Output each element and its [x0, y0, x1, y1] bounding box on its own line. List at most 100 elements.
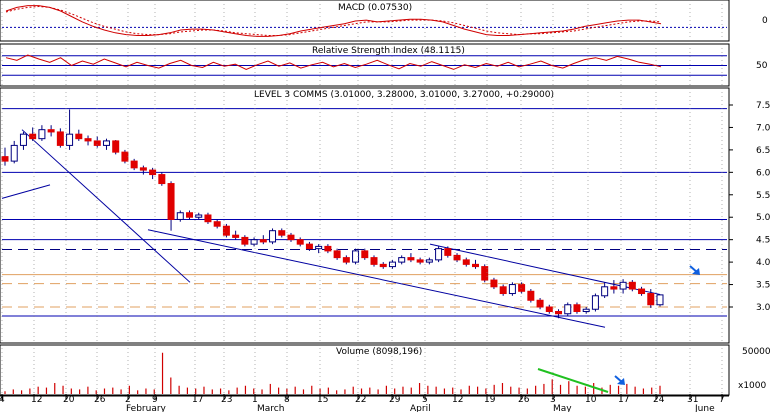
candle-body-5 [47, 129, 55, 133]
candle-18 [167, 181, 175, 231]
candle-7 [66, 109, 74, 150]
candle-body-60 [555, 310, 563, 315]
candle-44 [407, 253, 415, 263]
price-y-tick-7: 4.0 [756, 258, 770, 268]
candle-40 [370, 255, 378, 267]
candle-body-2 [19, 133, 27, 146]
candle-41 [379, 262, 387, 269]
candle-body-65 [601, 286, 609, 297]
candle-body-66 [610, 286, 618, 290]
price-y-tick-3: 6.0 [756, 168, 770, 178]
candle-body-18 [167, 183, 175, 220]
macd-zero-tick: 0 [762, 16, 768, 26]
candle-body-55 [508, 284, 516, 295]
candle-13 [121, 149, 129, 164]
candle-body-11 [102, 140, 110, 146]
candle-26 [241, 235, 249, 247]
candle-body-62 [573, 304, 581, 312]
candle-22 [204, 212, 212, 224]
candle-2 [19, 131, 27, 150]
price-panel: LEVEL 3 COMMS (3.01000, 3.28000, 3.01000… [0, 87, 730, 344]
volume-unit-tick: x1000 [738, 381, 767, 391]
candle-body-1 [10, 144, 18, 162]
candle-body-4 [38, 129, 46, 140]
candle-body-63 [582, 308, 590, 312]
x-tick-label-22: 7 [719, 395, 725, 405]
candle-body-58 [536, 299, 544, 308]
x-tick-label-20: 24 [653, 395, 665, 405]
candle-body-28 [259, 239, 267, 243]
candle-21 [195, 212, 203, 220]
candle-56 [518, 282, 526, 294]
candle-43 [398, 255, 406, 265]
x-tick-label-15: 19 [484, 395, 496, 405]
candle-body-38 [352, 250, 360, 263]
candle-48 [444, 246, 452, 258]
candle-body-24 [222, 225, 230, 236]
month-label-4: June [694, 404, 715, 412]
x-tick-label-2: 20 [63, 395, 75, 405]
candle-body-27 [250, 239, 258, 245]
candle-63 [582, 307, 590, 314]
candle-body-7 [66, 133, 74, 146]
x-tick-label-0: 4 [0, 395, 5, 405]
candle-body-12 [112, 140, 120, 153]
candle-body-42 [388, 261, 396, 268]
candle-28 [259, 235, 267, 245]
candle-body-22 [204, 214, 212, 223]
trend-line-1 [21, 129, 191, 283]
down-arrow-volume [614, 375, 625, 385]
price-y-tick-8: 3.5 [756, 281, 770, 291]
x-tick-label-16: 26 [518, 395, 530, 405]
candle-19 [176, 210, 184, 222]
candle-body-46 [425, 259, 433, 263]
candle-70 [647, 289, 655, 308]
candle-59 [545, 304, 553, 314]
candle-71 [656, 294, 664, 307]
candle-body-53 [490, 279, 498, 288]
candle-body-57 [527, 290, 535, 301]
candle-42 [388, 259, 396, 269]
candle-body-30 [278, 230, 286, 236]
candle-body-43 [398, 257, 406, 263]
candle-body-3 [29, 133, 37, 140]
candle-body-33 [305, 243, 313, 250]
candle-body-36 [333, 250, 341, 259]
candle-body-19 [176, 212, 184, 220]
candle-body-21 [195, 214, 203, 218]
candle-11 [102, 138, 110, 150]
candle-body-14 [130, 160, 138, 169]
candle-body-56 [518, 284, 526, 292]
candle-body-34 [315, 245, 323, 250]
candle-body-59 [545, 306, 553, 312]
candle-body-49 [453, 254, 461, 261]
candle-body-44 [407, 257, 415, 261]
rsi-title: Relative Strength Index (48.1115) [312, 46, 465, 56]
candle-57 [527, 289, 535, 303]
x-tick-label-9: 8 [284, 395, 290, 405]
candle-15 [139, 165, 147, 175]
candle-46 [425, 257, 433, 265]
candle-body-8 [75, 133, 83, 140]
x-tick-label-14: 12 [452, 395, 463, 405]
candle-body-61 [564, 304, 572, 315]
candle-23 [213, 219, 221, 229]
x-tick-label-7: 23 [221, 395, 232, 405]
price-y-tick-0: 7.5 [756, 101, 770, 111]
candle-body-25 [232, 234, 240, 238]
candle-body-64 [591, 295, 599, 310]
candle-body-40 [370, 257, 378, 265]
candle-body-47 [435, 248, 443, 261]
candle-body-45 [416, 259, 424, 263]
candle-31 [287, 232, 295, 242]
candle-body-23 [213, 221, 221, 227]
candle-body-6 [56, 131, 64, 146]
candle-body-48 [444, 248, 452, 256]
candle-body-37 [342, 257, 350, 263]
price-title: LEVEL 3 COMMS (3.01000, 3.28000, 3.01000… [254, 90, 554, 100]
x-tick-label-18: 10 [585, 395, 597, 405]
candle-body-54 [499, 286, 507, 295]
candle-53 [490, 277, 498, 290]
candle-3 [29, 127, 37, 141]
